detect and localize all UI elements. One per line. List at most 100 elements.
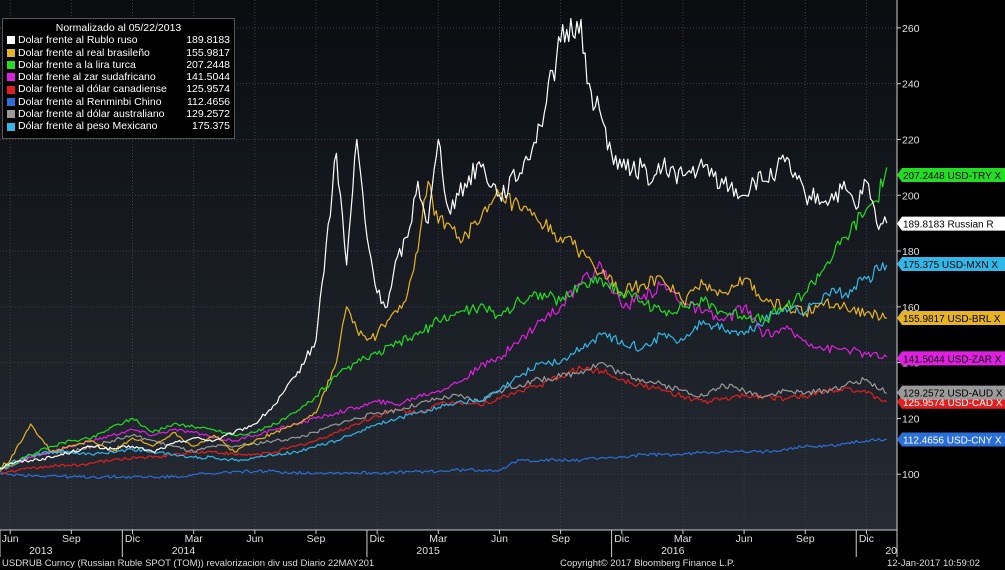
x-month-label: Jun <box>491 533 508 545</box>
legend-swatch <box>7 110 15 119</box>
value-tag: 141.5044 USD-ZAR X <box>897 351 1005 366</box>
legend-item: Dolar frene al zar sudafricano 141.5044 <box>7 71 230 83</box>
series-line <box>0 362 887 471</box>
footer-copyright: Copyright© 2017 Bloomberg Finance L.P. <box>560 558 735 569</box>
legend-title: Normalizado al 05/22/2013 <box>55 22 182 34</box>
legend-label: Dolar frente al dólar australiano <box>18 108 165 121</box>
x-month-label: Dic <box>614 533 629 545</box>
value-tag: 189.8183 Russian R <box>897 216 1005 231</box>
series-line <box>0 180 887 469</box>
series-line <box>0 167 888 472</box>
series-line <box>0 438 887 479</box>
legend-item: Dolar frente al dólar australiano 129.257… <box>7 108 230 120</box>
value-tag: 112.4656 USD-CNY X <box>897 432 1005 447</box>
value-tag-label: 125.9574 USD-CAD X <box>903 398 1003 409</box>
series-lines <box>0 17 888 479</box>
value-tag-box <box>897 311 1005 326</box>
x-month-label: Jun <box>736 533 753 545</box>
value-tag-label: 207.2448 USD-TRY X <box>903 171 1001 182</box>
legend-value: 207.2448 <box>186 58 230 71</box>
y-tick-label: 180 <box>902 246 920 258</box>
x-month-label: Sep <box>62 533 81 545</box>
value-tag-label: 141.5044 USD-ZAR X <box>903 354 1002 365</box>
value-tag-label: 175.375 USD-MXN X <box>903 260 998 271</box>
series-line <box>0 17 888 470</box>
y-tick-label: 100 <box>902 469 920 481</box>
legend-label: Dólar frente al peso Mexicano <box>18 120 158 133</box>
legend-label: Dolar frene al zar sudafricano <box>18 71 156 84</box>
y-axis-panel <box>897 0 1005 557</box>
legend-item: Dolar frente a la lira turca 207.2448 <box>7 59 230 71</box>
footer-security-description: USDRUB Curncy (Russian Ruble SPOT (TOM))… <box>2 558 375 569</box>
x-month-label: Mar <box>185 533 204 545</box>
y-tick-label: 200 <box>902 190 920 202</box>
legend-label: Dolar frente al dólar canadiense <box>18 83 167 96</box>
value-tag: 175.375 USD-MXN X <box>897 256 1005 271</box>
y-tick-label: 260 <box>902 23 920 35</box>
value-tag-box <box>897 256 1005 271</box>
legend-value: 175.375 <box>192 120 230 133</box>
value-tag-box <box>897 351 1005 366</box>
legend-item: Dólar frente al peso Mexicano 175.375 <box>7 120 230 132</box>
legend-swatch <box>7 36 15 45</box>
value-tag: 155.9817 USD-BRL X <box>897 311 1005 326</box>
y-tick-label: 240 <box>902 79 920 91</box>
legend-value: 155.9817 <box>186 46 230 59</box>
legend-swatch <box>7 97 15 106</box>
legend-swatch <box>7 122 15 131</box>
legend-value: 189.8183 <box>186 34 230 47</box>
x-month-label: Dic <box>125 533 140 545</box>
legend-item: Dolar frente al dólar canadiense 125.9574 <box>7 83 230 95</box>
y-tick-label: 160 <box>902 302 920 314</box>
value-tag-label: 189.8183 Russian R <box>903 220 994 231</box>
legend-item: Dolar frente al real brasileño 155.9817 <box>7 47 230 59</box>
legend-label: Dolar frente al Rublo ruso <box>18 34 138 47</box>
x-axis-panel <box>0 530 897 557</box>
footer: USDRUB Curncy (Russian Ruble SPOT (TOM))… <box>0 557 1005 570</box>
value-tag-box <box>897 432 1005 447</box>
legend-swatch <box>7 48 15 57</box>
series-line <box>0 262 888 470</box>
value-tag-label: 112.4656 USD-CNY X <box>903 435 1002 446</box>
footer-timestamp: 12-Jan-2017 10:59:02 <box>887 558 980 569</box>
x-axis: Jun Sep Dic Mar Jun Sep Dic Mar Jun Sep Dic Mar Jun S… <box>0 529 909 557</box>
legend: Normalizado al 05/22/2013 Dolar frente a… <box>2 18 235 139</box>
legend-swatch <box>7 73 15 82</box>
value-tag-box <box>897 168 1005 183</box>
x-month-label: Mar <box>674 533 693 545</box>
y-tick-label: 120 <box>902 413 920 425</box>
x-month-label: Jun <box>246 533 263 545</box>
x-month-label: Sep <box>551 533 570 545</box>
x-year-label: 2016 <box>661 545 685 557</box>
value-tag-label: 155.9817 USD-BRL X <box>903 314 1001 325</box>
value-tag-box <box>897 216 1005 231</box>
value-tag: 129.2572 USD-AUD X <box>897 385 1005 400</box>
x-year-label: 2013 <box>29 545 53 557</box>
value-tag: 207.2448 USD-TRY X <box>897 168 1005 183</box>
x-year-label: 2015 <box>416 545 440 557</box>
legend-label: Dolar frente al real brasileño <box>18 46 150 59</box>
value-tag-box <box>897 385 1005 400</box>
legend-label: Dolar frente a la lira turca <box>18 58 136 71</box>
series-line <box>0 365 888 474</box>
y-axis: 100120140160180200220240260 <box>896 0 1005 557</box>
legend-swatch <box>7 85 15 94</box>
x-year-label: 2014 <box>172 545 196 557</box>
legend-value: 125.9574 <box>186 83 230 96</box>
y-tick-label: 220 <box>902 134 920 146</box>
grid <box>0 0 897 530</box>
value-tags: 189.8183 Russian R 155.9817 USD-BRL X 207.… <box>897 168 1005 447</box>
legend-value: 141.5044 <box>186 71 230 84</box>
legend-item: Dolar frente al Rublo ruso 189.8183 <box>7 34 230 46</box>
x-month-label: Mar <box>429 533 448 545</box>
x-month-label: Jun <box>2 533 19 545</box>
legend-value: 129.2572 <box>186 108 230 121</box>
x-month-label: Sep <box>307 533 326 545</box>
legend-swatch <box>7 61 15 70</box>
x-month-label: Dic <box>859 533 874 545</box>
x-month-label: Dic <box>370 533 385 545</box>
legend-label: Dolar frente al Renminbi Chino <box>18 95 162 108</box>
legend-value: 112.4656 <box>186 95 230 108</box>
series-line <box>0 260 888 473</box>
